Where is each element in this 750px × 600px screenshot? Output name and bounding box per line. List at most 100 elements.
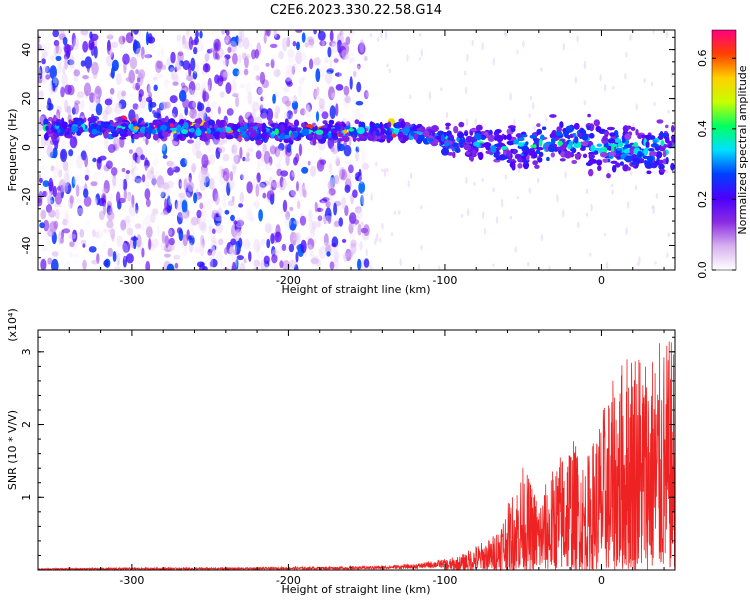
noise-blob: [348, 264, 353, 269]
noise-blob: [129, 56, 138, 70]
noise-blob: [176, 212, 184, 225]
signal-blob: [431, 125, 439, 132]
noise-blob: [66, 105, 72, 115]
noise-blob: [317, 207, 322, 212]
noise-blob: [89, 148, 94, 156]
noise-blob: [145, 260, 151, 270]
signal-blob: [473, 141, 480, 147]
noise-blob: [232, 93, 239, 98]
noise-blob: [359, 39, 365, 53]
noise-blob: [174, 199, 178, 210]
signal-blob: [441, 147, 449, 156]
noise-blob: [195, 30, 199, 39]
signal-blob: [308, 133, 313, 139]
noise-blob: [207, 141, 214, 155]
signal-blob: [214, 134, 220, 140]
signal-blob: [290, 127, 297, 132]
noise-blob: [274, 33, 281, 41]
signal-blob: [547, 145, 556, 152]
signal-blob: [243, 124, 248, 130]
noise-blob: [155, 60, 163, 73]
noise-blob: [288, 72, 294, 80]
noise-blob: [160, 46, 164, 58]
noise-blob: [39, 165, 45, 170]
noise-blob: [465, 118, 469, 127]
noise-blob: [103, 228, 108, 234]
noise-blob: [266, 108, 274, 122]
signal-blob: [607, 138, 616, 144]
noise-blob: [265, 162, 273, 172]
noise-blob: [76, 198, 82, 203]
noise-blob: [406, 54, 409, 62]
noise-blob: [62, 65, 66, 75]
noise-blob: [183, 192, 191, 202]
noise-blob: [135, 209, 140, 220]
noise-blob: [175, 201, 184, 212]
noise-blob: [667, 109, 670, 114]
signal-blob: [130, 123, 134, 132]
signal-blob: [603, 131, 610, 136]
signal-blob: [574, 122, 580, 130]
noise-blob: [83, 196, 92, 207]
colorbar-tick-label: 0.0: [696, 261, 709, 279]
noise-blob: [225, 35, 230, 43]
noise-blob: [599, 74, 602, 82]
noise-blob: [313, 30, 317, 35]
noise-blob: [58, 184, 62, 196]
signal-blob: [630, 126, 636, 131]
noise-blob: [192, 99, 198, 109]
noise-blob: [348, 223, 354, 234]
noise-blob: [284, 70, 293, 82]
noise-blob: [188, 172, 192, 183]
signal-blob: [614, 138, 621, 144]
noise-blob: [41, 58, 46, 65]
noise-blob: [301, 76, 306, 81]
noise-blob: [231, 195, 235, 203]
noise-blob: [334, 72, 342, 77]
snr-x-tick-label: 0: [598, 574, 605, 587]
noise-blob: [212, 30, 220, 39]
noise-blob: [46, 32, 53, 42]
noise-blob: [111, 41, 119, 48]
noise-blob: [305, 34, 309, 42]
noise-blob: [168, 227, 175, 237]
signal-blob: [195, 129, 202, 137]
noise-blob: [637, 262, 640, 267]
noise-blob: [251, 101, 260, 112]
signal-blob: [535, 149, 541, 154]
noise-blob: [88, 39, 95, 50]
noise-blob: [164, 253, 171, 258]
signal-blob: [574, 136, 579, 144]
noise-blob: [167, 195, 171, 206]
noise-blob: [321, 39, 325, 47]
noise-blob: [55, 55, 62, 62]
noise-blob: [182, 60, 191, 71]
signal-blob: [51, 120, 57, 126]
noise-blob: [492, 187, 495, 193]
noise-blob: [340, 31, 346, 44]
noise-blob: [113, 178, 119, 189]
noise-blob: [92, 93, 100, 106]
signal-blob: [449, 134, 454, 140]
signal-blob: [600, 151, 608, 158]
noise-blob: [233, 154, 241, 164]
signal-blob: [126, 130, 133, 136]
noise-blob: [483, 228, 487, 235]
noise-blob: [420, 244, 423, 251]
signal-blob: [391, 133, 397, 138]
noise-blob: [55, 208, 60, 220]
signal-blob: [431, 130, 435, 137]
noise-blob: [343, 85, 350, 96]
signal-blob: [197, 117, 202, 125]
noise-blob: [146, 83, 151, 94]
noise-blob: [298, 77, 304, 85]
noise-blob: [603, 232, 607, 236]
noise-blob: [144, 214, 152, 229]
noise-blob: [216, 251, 223, 262]
noise-blob: [438, 265, 441, 270]
noise-blob: [86, 59, 91, 73]
noise-blob: [269, 145, 277, 155]
noise-blob: [302, 66, 307, 72]
noise-blob: [200, 218, 208, 223]
noise-blob: [336, 259, 343, 270]
